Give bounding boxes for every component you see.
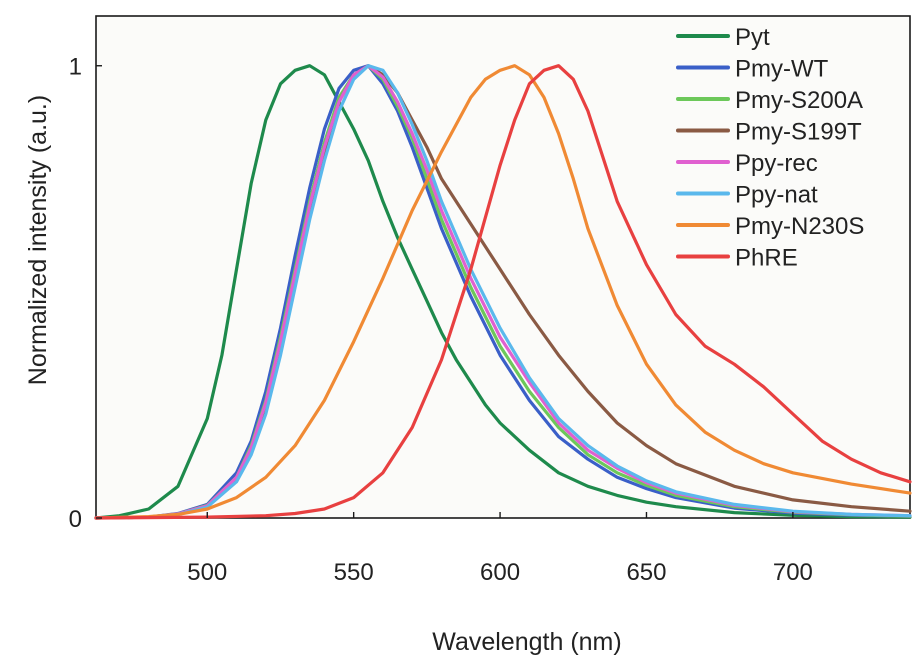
series-line-pyt: [94, 64, 912, 520]
x-tick-label-550: 550: [334, 559, 374, 586]
series-line-ppy-rec: [94, 64, 912, 520]
y-tick-label-1: 1: [69, 54, 82, 81]
legend-item-phre: PhRE: [676, 245, 798, 272]
legend: Pyt Pmy-WT Pmy-S200A Pmy-S199T Ppy-rec Ppy-na…: [676, 24, 864, 272]
legend-label: PhRE: [735, 245, 798, 272]
legend-item-pmy-s199t: Pmy-S199T: [676, 119, 862, 146]
legend-item-pmy-s200a: Pmy-S200A: [676, 87, 863, 114]
legend-label: Ppy-rec: [735, 150, 818, 177]
legend-item-ppy-nat: Ppy-nat: [676, 182, 818, 209]
series-line-phre: [94, 64, 912, 520]
axis-ticks: 500 550 600 650 700 0 1: [69, 54, 813, 586]
y-tick-label-0: 0: [69, 506, 82, 533]
series-line-pmy-n230s: [94, 64, 912, 520]
x-axis-label: Wavelength (nm): [432, 628, 621, 656]
legend-item-pyt: Pyt: [676, 24, 770, 51]
series-curves: [94, 64, 912, 520]
legend-label: Pmy-S200A: [735, 87, 863, 114]
plot-area: [95, 15, 911, 519]
x-tick-label-700: 700: [773, 559, 813, 586]
x-tick-label-500: 500: [187, 559, 227, 586]
legend-label: Ppy-nat: [735, 182, 818, 209]
x-tick-label-600: 600: [480, 559, 520, 586]
legend-item-pmy-n230s: Pmy-N230S: [676, 213, 864, 240]
x-tick-label-650: 650: [626, 559, 666, 586]
legend-item-ppy-rec: Ppy-rec: [676, 150, 818, 177]
series-line-ppy-nat: [94, 64, 912, 520]
legend-label: Pmy-N230S: [735, 213, 864, 240]
legend-item-pmy-wt: Pmy-WT: [676, 56, 829, 83]
legend-label: Pyt: [735, 24, 770, 51]
legend-label: Pmy-S199T: [735, 119, 862, 146]
y-axis-label: Normalized intensity (a.u.): [24, 95, 52, 385]
legend-label: Pmy-WT: [735, 56, 829, 83]
